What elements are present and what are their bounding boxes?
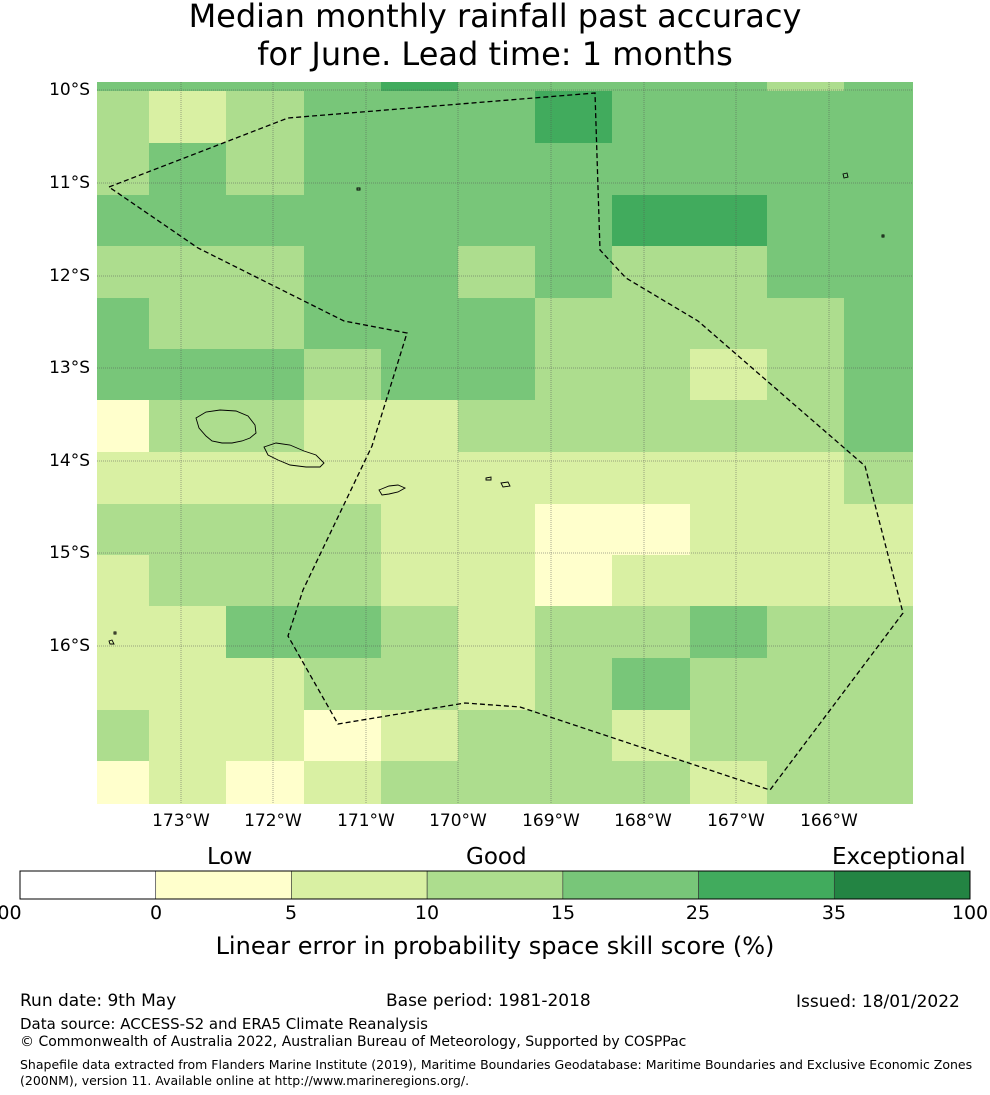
grid-cell [844,143,913,195]
colorbar-segment [562,870,699,900]
grid-cell [844,298,913,349]
colorbar-tick-5: 5 [284,902,298,924]
colorbar-category-exceptional: Exceptional [832,844,966,870]
chart-title-line1: Median monthly rainfall past accuracy [188,0,802,35]
lon-label-172w: 172°W [244,811,302,831]
colorbar-category-good: Good [466,844,527,870]
grid-cell [844,761,913,804]
coastlines [108,172,885,645]
copyright: © Commonwealth of Australia 2022, Austra… [20,1034,687,1050]
colorbar-label: Linear error in probability space skill … [215,932,775,960]
lat-label-16s: 16°S [49,636,90,656]
colorbar-tick-15: 15 [550,902,576,924]
colorbar-tick-10: 10 [414,902,440,924]
swains-island [842,172,849,179]
small-island-northeast [881,234,885,238]
colorbar-tick-100: 100 [951,902,989,924]
lon-label-168w: 168°W [614,811,672,831]
grid-cell [844,400,913,452]
small-island-southwest [108,639,115,645]
colorbar-segment [155,870,292,900]
grid-cell [844,82,913,91]
lat-label-11s: 11°S [49,173,90,193]
run-date: Run date: 9th May [20,991,177,1011]
lon-label-171w: 171°W [337,811,395,831]
grid-cell [767,82,913,91]
map-gridlines [97,82,913,804]
base-period: Base period: 1981-2018 [386,991,591,1011]
colorbar-tick-25: 25 [685,902,711,924]
colorbar-segment [833,870,971,900]
grid-cell [844,710,913,761]
grid-cell [844,504,913,555]
colorbar-segment [698,870,835,900]
colorbar [19,870,971,900]
colorbar-tick-0: 0 [149,902,163,924]
colorbar-segment [19,870,157,900]
lat-label-15s: 15°S [49,543,90,563]
lat-label-10s: 10°S [49,80,90,100]
lat-label-12s: 12°S [49,266,90,286]
eez-boundaries [107,92,904,791]
grid-cell [612,82,767,91]
tutuila-island [378,484,407,496]
colorbar-segment [426,870,564,900]
colorbar-category-low: Low [207,844,253,870]
lon-label-173w: 173°W [152,811,210,831]
lat-label-14s: 14°S [49,451,90,471]
grid-cell [844,452,913,504]
grid-cell [844,555,913,606]
ofu-olosega-island [485,476,492,481]
skill-grid [97,82,913,804]
data-source: Data source: ACCESS-S2 and ERA5 Climate … [20,1015,428,1033]
upolu-island [263,442,325,468]
shapefile-credit-line1: Shapefile data extracted from Flanders M… [20,1057,973,1072]
colorbar-tick-35: 35 [821,902,847,924]
small-island-southwest-2 [113,631,117,635]
small-island-north [356,187,361,191]
shapefile-credit-line2: (200NM), version 11. Available online at… [20,1073,470,1088]
lon-label-166w: 166°W [800,811,858,831]
tau-island [500,481,511,488]
lon-label-167w: 167°W [707,811,765,831]
savaii-island [195,409,257,444]
lat-label-13s: 13°S [49,358,90,378]
colorbar-segment [291,870,428,900]
lon-label-169w: 169°W [522,811,580,831]
grid-cell [844,246,913,298]
lon-label-170w: 170°W [429,811,487,831]
chart-title-line2: for June. Lead time: 1 months [257,35,733,73]
colorbar-frame [19,870,971,900]
grid-cell [844,195,913,246]
grid-cell [844,658,913,710]
samoa-eez-boundary [107,92,904,791]
issued-date: Issued: 18/01/2022 [796,992,960,1012]
grid-cell [844,91,913,143]
grid-cell [844,349,913,400]
grid-cell [226,82,381,91]
colorbar-tick-minus100: -100 [0,902,22,924]
